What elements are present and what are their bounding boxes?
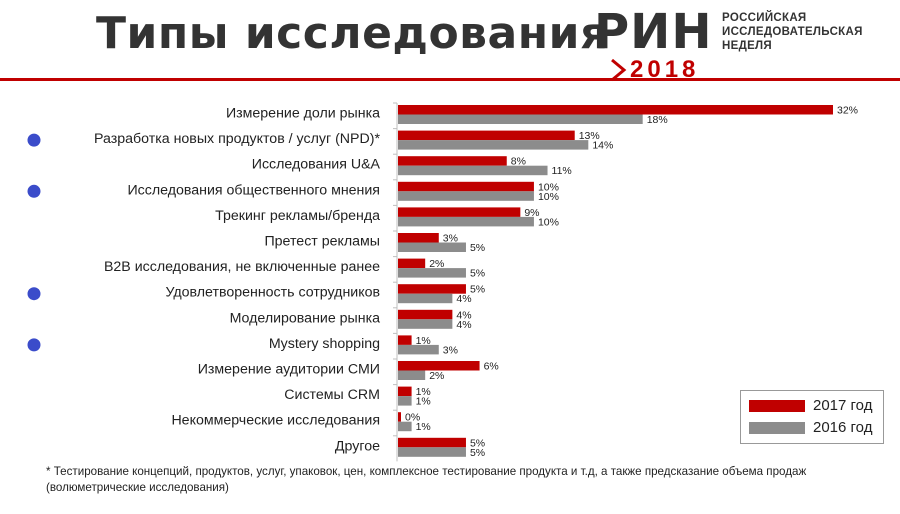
bar-2016	[398, 242, 466, 252]
logo-text: РОССИЙСКАЯ ИССЛЕДОВАТЕЛЬСКАЯ НЕДЕЛЯ	[722, 11, 863, 53]
bar-2017	[398, 207, 521, 217]
bar-2017	[398, 105, 833, 115]
category-label: Исследования U&A	[252, 157, 381, 173]
bar-2016	[398, 319, 453, 329]
category-label: Трекинг рекламы/бренда	[215, 208, 380, 224]
data-label-2017: 1%	[416, 386, 431, 398]
bar-2016	[398, 370, 426, 380]
logo-slash-icon	[611, 58, 627, 82]
bar-2016	[398, 216, 534, 227]
data-label-2017: 10%	[538, 181, 559, 193]
data-label-2016: 14%	[592, 140, 613, 152]
logo-year: 2018	[630, 56, 700, 83]
data-label-2017: 5%	[470, 437, 485, 449]
data-label-2017: 13%	[579, 130, 600, 142]
data-label-2016: 3%	[443, 344, 458, 356]
category-label: Измерение аудитории СМИ	[198, 362, 380, 378]
bar-2017	[398, 412, 401, 422]
category-label: Претест рекламы	[264, 234, 380, 250]
data-label-2017: 1%	[416, 335, 431, 347]
data-label-2017: 0%	[405, 412, 420, 424]
data-label-2016: 5%	[470, 268, 485, 280]
page-title: Типы исследования	[96, 8, 609, 59]
bar-2016	[398, 421, 412, 432]
bar-2017	[398, 130, 575, 141]
legend-label-2016: 2016 год	[813, 419, 873, 436]
rin-logo: РИН РОССИЙСКАЯ ИССЛЕДОВАТЕЛЬСКАЯ НЕДЕЛЯ …	[594, 8, 894, 84]
data-label-2016: 11%	[552, 165, 572, 177]
bar-2017	[398, 437, 466, 448]
category-label: Системы CRM	[284, 387, 380, 403]
data-label-2017: 32%	[837, 105, 858, 117]
category-label: Разработка новых продуктов / услуг (NPD)…	[94, 131, 380, 147]
data-label-2017: 5%	[470, 284, 485, 296]
data-label-2016: 5%	[470, 447, 485, 459]
data-label-2016: 1%	[416, 421, 431, 433]
data-label-2017: 8%	[511, 156, 526, 168]
data-label-2016: 4%	[456, 319, 471, 331]
bar-2017	[398, 156, 507, 166]
logo-line-1: РОССИЙСКАЯ	[722, 12, 807, 24]
bar-2017	[398, 335, 412, 345]
logo-line-2: ИССЛЕДОВАТЕЛЬСКАЯ	[722, 26, 863, 38]
bar-2017	[398, 233, 439, 243]
category-label: Исследования общественного мнения	[127, 182, 380, 198]
bar-2016	[398, 396, 412, 406]
bar-2017	[398, 386, 412, 397]
legend-swatch-2016	[749, 422, 805, 434]
highlight-dot-icon	[27, 287, 41, 301]
category-label: Измерение доли рынка	[226, 106, 380, 122]
bar-2017	[398, 309, 453, 320]
category-label: Другое	[335, 438, 380, 454]
header-rule	[0, 78, 900, 81]
bar-2016	[398, 293, 453, 304]
highlight-dot-icon	[27, 184, 41, 198]
legend-swatch-2017	[749, 400, 805, 412]
logo-line-3: НЕДЕЛЯ	[722, 40, 772, 52]
category-label: Удовлетворенность сотрудников	[165, 285, 380, 301]
data-label-2016: 1%	[416, 396, 431, 408]
data-label-2016: 5%	[470, 242, 485, 254]
bar-2016	[398, 140, 589, 150]
bar-2016	[398, 114, 643, 124]
chart-legend: 2017 год 2016 год	[740, 390, 884, 444]
bar-2016	[398, 344, 439, 355]
data-label-2016: 4%	[456, 293, 471, 305]
bar-2016	[398, 447, 466, 457]
data-label-2016: 10%	[538, 191, 559, 203]
data-label-2017: 9%	[524, 207, 539, 219]
category-label: B2B исследования, не включенные ранее	[104, 259, 380, 275]
data-label-2016: 18%	[647, 114, 668, 126]
category-label: Mystery shopping	[269, 336, 380, 352]
bar-2017	[398, 361, 480, 371]
footnote: * Тестирование концепций, продуктов, усл…	[46, 465, 807, 494]
category-label: Моделирование рынка	[230, 310, 381, 326]
highlight-dot-icon	[27, 133, 41, 147]
bar-2016	[398, 165, 548, 176]
bar-2017	[398, 284, 466, 294]
category-label: Некоммерческие исследования	[171, 413, 380, 429]
data-label-2017: 6%	[484, 361, 499, 373]
data-label-2016: 10%	[538, 216, 559, 228]
data-label-2017: 4%	[456, 309, 471, 321]
data-label-2017: 3%	[443, 233, 458, 245]
data-label-2017: 2%	[429, 258, 444, 270]
bar-2016	[398, 191, 534, 201]
bar-2016	[398, 268, 466, 278]
logo-mark: РИН	[594, 4, 713, 60]
bar-2017	[398, 258, 426, 269]
highlight-dot-icon	[27, 338, 41, 352]
data-label-2016: 2%	[429, 370, 444, 382]
bar-2017	[398, 181, 534, 192]
legend-label-2017: 2017 год	[813, 397, 873, 414]
